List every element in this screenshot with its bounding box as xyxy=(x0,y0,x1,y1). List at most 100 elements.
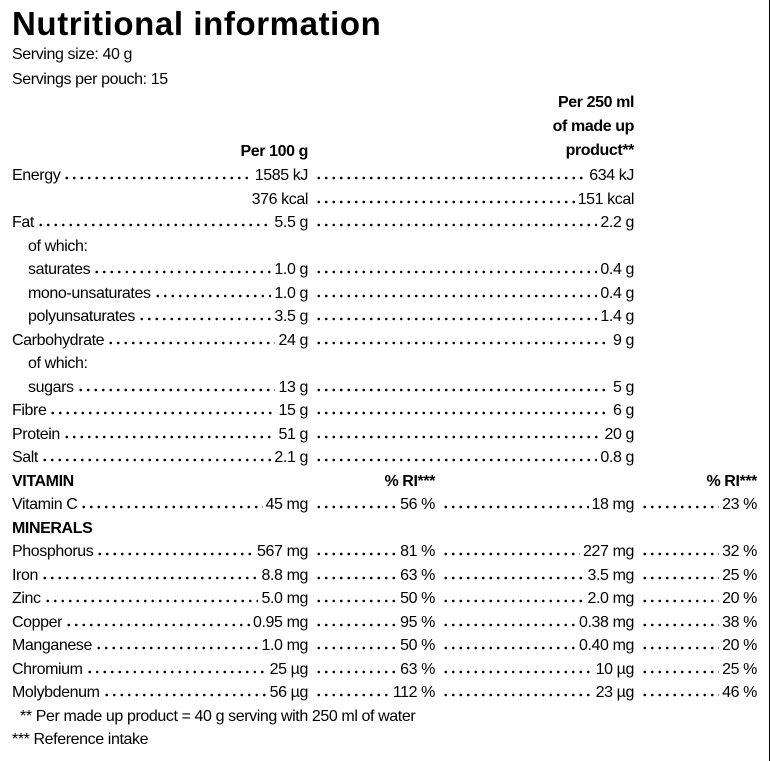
row-segment: mono-unsaturates 1.0 g xyxy=(12,283,308,305)
nutrient-label: Carbohydrate xyxy=(12,331,105,349)
dot-leader xyxy=(315,669,398,674)
per-250ml: 18 mg xyxy=(591,496,635,513)
row-segment: 6 g xyxy=(312,400,634,422)
nutrient-label: Fibre xyxy=(12,402,47,419)
dot-leader xyxy=(40,575,259,580)
per-100g: 8.8 mg xyxy=(261,566,308,584)
sub-heading: of which: xyxy=(28,237,88,255)
per-250ml: 5 g xyxy=(612,378,634,396)
row-segment: Copper 0.95 mg xyxy=(12,612,308,634)
dot-leader xyxy=(442,505,589,509)
dot-leader xyxy=(315,552,398,556)
dot-leader xyxy=(315,693,390,697)
column-header: product** xyxy=(565,142,635,159)
per-100g: 5.0 mg xyxy=(261,590,308,607)
row-segment: Vitamin C 45 mg xyxy=(12,494,308,516)
nutrient-label: Manganese xyxy=(12,637,93,654)
nutrient-label: Copper xyxy=(12,613,63,631)
column-header: Per 250 ml xyxy=(557,94,634,111)
per-250ml: 634 kJ xyxy=(589,167,634,184)
row-segment: 23 % xyxy=(638,494,757,516)
row-segment: 0.40 mg xyxy=(439,635,634,657)
dot-leader xyxy=(76,387,276,392)
per-250ml: 151 kcal xyxy=(577,190,635,208)
nutrient-label: Fat xyxy=(12,214,34,231)
dot-leader xyxy=(137,317,272,321)
per-100g: 3.5 g xyxy=(274,308,308,325)
nutrient-label: polyunsaturates xyxy=(28,308,135,325)
per-100g: 15 g xyxy=(278,402,308,419)
per-250ml: 23 µg xyxy=(595,684,635,701)
per-250ml: 3.5 mg xyxy=(587,566,634,584)
dot-leader xyxy=(641,599,720,603)
dot-leader xyxy=(641,575,720,580)
ri-250ml: 32 % xyxy=(722,543,757,560)
ri-250ml: 20 % xyxy=(722,590,757,607)
per-100g: 5.5 g xyxy=(274,214,308,231)
row-segment: 634 kJ xyxy=(312,165,634,187)
dot-leader xyxy=(96,552,255,556)
serving-size: Serving size: 40 g xyxy=(12,46,132,63)
ri-100g: 50 % xyxy=(400,590,435,607)
row-segment: % RI*** xyxy=(634,471,757,493)
dot-leader xyxy=(95,646,259,650)
per-100g: 0.95 mg xyxy=(252,613,308,631)
row-segment: Energy 1585 kJ xyxy=(12,165,308,187)
dot-leader xyxy=(107,340,276,345)
row-segment: VITAMIN xyxy=(12,471,308,493)
dot-leader xyxy=(315,340,610,345)
row-segment: MINERALS xyxy=(12,518,308,540)
dot-leader xyxy=(93,270,272,274)
per-250ml: 0.4 g xyxy=(600,284,634,302)
ri-100g: 63 % xyxy=(400,566,435,584)
dot-leader xyxy=(315,458,598,462)
per-250ml: 6 g xyxy=(612,402,634,419)
row-segment: 376 kcal xyxy=(12,189,309,211)
row-segment: 63 % xyxy=(312,659,435,681)
column-header: Per 100 g xyxy=(240,143,308,160)
row-segment: Zinc 5.0 mg xyxy=(12,588,308,610)
dot-leader xyxy=(442,622,576,627)
ri-250ml: 20 % xyxy=(722,637,757,654)
per-100g: 1.0 g xyxy=(274,261,308,278)
per-250ml: 227 mg xyxy=(583,543,634,560)
row-segment: 9 g xyxy=(312,330,634,352)
per-250ml: 0.38 mg xyxy=(578,613,634,631)
row-segment: % RI*** xyxy=(308,471,435,493)
row-segment: 10 µg xyxy=(439,659,634,681)
row-segment: 112 % xyxy=(312,682,435,704)
row-segment: 0.38 mg xyxy=(439,612,634,634)
dot-leader xyxy=(641,505,720,509)
dot-leader xyxy=(315,505,398,509)
row-segment: 0.4 g xyxy=(312,259,634,281)
nutrient-label: Vitamin C xyxy=(12,496,78,513)
per-250ml: 20 g xyxy=(604,425,634,443)
per-250ml: 0.4 g xyxy=(600,261,634,278)
dot-leader xyxy=(315,646,398,650)
dot-leader xyxy=(442,599,585,603)
per-100g: 56 µg xyxy=(269,684,309,701)
dot-leader xyxy=(442,552,581,556)
ri-100g: 81 % xyxy=(400,543,435,560)
title: Nutritional information xyxy=(12,5,382,42)
ri-250ml: 25 % xyxy=(722,660,757,678)
row-segment: Chromium 25 µg xyxy=(12,659,308,681)
dot-leader xyxy=(49,411,276,415)
per-250ml: 2.2 g xyxy=(600,214,634,231)
ri-header: % RI*** xyxy=(384,472,435,490)
per-100g: 51 g xyxy=(278,425,308,443)
dot-leader xyxy=(315,411,610,415)
row-segment: sugars 13 g xyxy=(12,377,308,399)
row-segment: 1.4 g xyxy=(312,306,634,328)
per-100g: 45 mg xyxy=(265,496,309,513)
row-segment: 46 % xyxy=(638,682,757,704)
dot-leader xyxy=(36,223,272,227)
dot-leader xyxy=(641,552,720,556)
dot-leader xyxy=(442,693,593,697)
nutrient-label: Molybdenum xyxy=(12,684,100,701)
ri-header: % RI*** xyxy=(706,472,757,490)
per-100g: 25 µg xyxy=(269,660,309,678)
per-250ml: 0.40 mg xyxy=(578,637,634,654)
row-segment: 20 g xyxy=(312,424,634,446)
row-segment: 50 % xyxy=(312,588,435,610)
